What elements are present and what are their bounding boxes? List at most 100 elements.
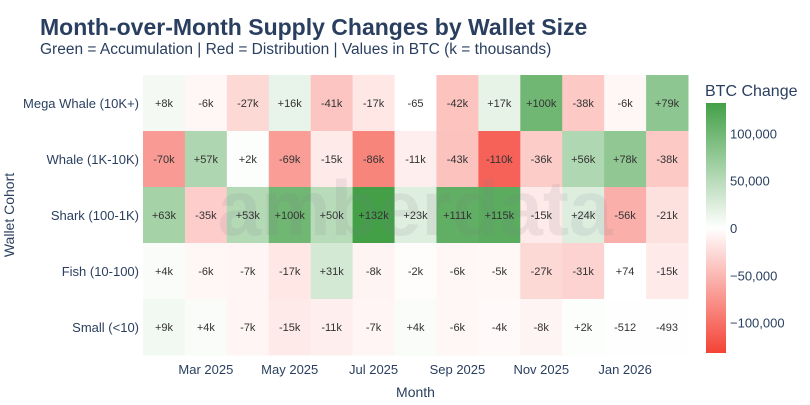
cell-label: -15k — [321, 154, 343, 166]
heatmap-cell — [143, 243, 186, 300]
colorbar — [706, 103, 726, 353]
heatmap-cell — [352, 187, 396, 244]
cell-label: -43k — [447, 154, 469, 166]
heatmap-cell — [394, 131, 437, 188]
heatmap-cell — [646, 299, 689, 356]
heatmap-cell — [394, 299, 437, 356]
heatmap-cell — [478, 243, 521, 300]
heatmap-cell — [268, 75, 312, 132]
x-tick-label: May 2025 — [261, 362, 318, 377]
x-tick-label: Mar 2025 — [178, 362, 233, 377]
heatmap-cell — [226, 131, 270, 188]
cell-label: -38k — [656, 154, 678, 166]
heatmap-cell — [184, 75, 228, 132]
heatmap-cell — [226, 75, 270, 132]
heatmap-cell — [436, 299, 479, 356]
watermark-logo: amberdata — [218, 164, 613, 252]
cell-label: -8k — [534, 322, 550, 334]
colorbar-tick-label: −50,000 — [730, 268, 777, 283]
cell-label: -6k — [450, 266, 466, 278]
x-tick-label: Jan 2026 — [598, 362, 652, 377]
colorbar-title: BTC Change — [705, 83, 798, 100]
y-axis-title: Wallet Cohort — [1, 173, 17, 257]
cell-label: +115k — [485, 210, 515, 222]
heatmap-cell — [520, 75, 563, 132]
cell-label: -41k — [321, 98, 343, 110]
heatmap-cell — [394, 187, 437, 244]
heatmap-cell — [562, 75, 605, 132]
cell-label: +4k — [155, 266, 174, 278]
cell-label: -6k — [198, 266, 214, 278]
heatmap-cell — [562, 187, 605, 244]
cell-label: -69k — [279, 154, 301, 166]
cell-label: -31k — [572, 266, 594, 278]
cell-label: -21k — [656, 210, 678, 222]
heatmap-cell — [646, 75, 689, 132]
heatmap-cell — [226, 187, 270, 244]
x-tick-label: Jul 2025 — [349, 362, 398, 377]
cell-label: -7k — [240, 322, 256, 334]
cell-label: +132k — [358, 210, 389, 222]
y-tick-label: Shark (100-1K) — [51, 208, 139, 223]
cell-label: +79k — [655, 98, 680, 110]
cell-label: -2k — [408, 266, 424, 278]
cell-label: -8k — [366, 266, 382, 278]
heatmap-cell — [226, 243, 270, 300]
cell-label: +100k — [275, 210, 306, 222]
heatmap-cell — [436, 187, 479, 244]
y-tick-label: Mega Whale (10K+) — [23, 96, 139, 111]
cell-label: -7k — [366, 322, 382, 334]
heatmap-cell — [562, 299, 605, 356]
heatmap-cell — [184, 243, 228, 300]
heatmap-cell — [310, 187, 354, 244]
cell-label: -4k — [492, 322, 508, 334]
cell-label: -7k — [240, 266, 256, 278]
y-tick-label: Fish (10-100) — [62, 264, 139, 279]
x-axis-title: Month — [396, 384, 435, 400]
heatmap-cell — [520, 187, 563, 244]
heatmap-cell — [394, 243, 437, 300]
cell-label: -11k — [405, 154, 426, 166]
colorbar-tick-label: 50,000 — [730, 174, 770, 189]
cell-label: -86k — [363, 154, 385, 166]
cell-label: +111k — [443, 210, 472, 222]
heatmap-cell — [394, 75, 437, 132]
cell-label: +31k — [320, 266, 345, 278]
cell-label: +74 — [616, 266, 635, 278]
cell-label: -15k — [531, 210, 553, 222]
colorbar-tick-label: 100,000 — [730, 126, 777, 141]
cell-label: -38k — [572, 98, 594, 110]
cell-label: -493 — [656, 322, 678, 334]
cell-label: +53k — [236, 210, 261, 222]
heatmap-cell — [646, 187, 689, 244]
heatmap-cell — [143, 299, 186, 356]
heatmap-cell — [352, 243, 396, 300]
heatmap-cell — [520, 243, 563, 300]
cell-label: +63k — [152, 210, 177, 222]
cell-label: -17k — [363, 98, 385, 110]
chart-title: Month-over-Month Supply Changes by Walle… — [40, 14, 588, 40]
heatmap-cell — [604, 243, 647, 300]
cell-label: -17k — [279, 266, 301, 278]
cell-label: -5k — [492, 266, 508, 278]
x-tick-label: Nov 2025 — [513, 362, 569, 377]
heatmap-cell — [310, 131, 354, 188]
cell-label: -6k — [198, 98, 214, 110]
cell-label: +17k — [487, 98, 512, 110]
cell-label: +100k — [526, 98, 557, 110]
heatmap-cell — [604, 187, 647, 244]
cell-label: -15k — [279, 322, 301, 334]
heatmap-cell — [352, 299, 396, 356]
cell-label: +4k — [197, 322, 216, 334]
heatmap-cell — [646, 131, 689, 188]
cell-label: +78k — [613, 154, 638, 166]
cell-label: +8k — [155, 98, 174, 110]
x-tick-label: Sep 2025 — [430, 362, 486, 377]
colorbar-tick-label: 0 — [730, 221, 737, 236]
heatmap-cell — [143, 187, 186, 244]
cell-label: +16k — [278, 98, 303, 110]
cell-label: -36k — [531, 154, 553, 166]
cell-label: +24k — [571, 210, 596, 222]
